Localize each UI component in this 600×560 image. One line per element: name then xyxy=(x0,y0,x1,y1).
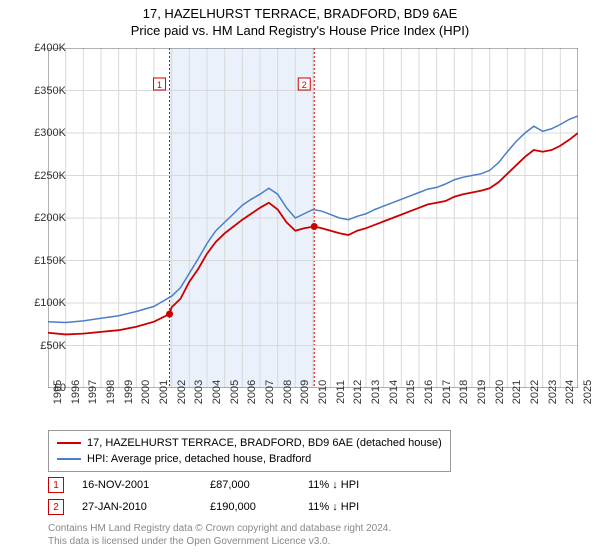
y-tick-label: £200K xyxy=(22,212,66,224)
x-tick-label: 2012 xyxy=(352,380,364,404)
y-tick-label: £350K xyxy=(22,85,66,97)
x-tick-label: 2020 xyxy=(494,380,506,404)
legend: 17, HAZELHURST TERRACE, BRADFORD, BD9 6A… xyxy=(48,430,451,472)
y-tick-label: £300K xyxy=(22,127,66,139)
chart-plot-area: 12 xyxy=(48,48,578,388)
x-tick-label: 2011 xyxy=(335,380,347,404)
sale-marker-icon: 1 xyxy=(48,477,64,493)
x-tick-label: 2023 xyxy=(547,380,559,404)
y-tick-label: £100K xyxy=(22,297,66,309)
sale-date: 27-JAN-2010 xyxy=(82,501,192,513)
sales-table: 1 16-NOV-2001 £87,000 11% ↓ HPI 2 27-JAN… xyxy=(48,474,408,518)
sale-price: £87,000 xyxy=(210,479,290,491)
legend-swatch xyxy=(57,442,81,444)
x-tick-label: 1998 xyxy=(105,380,117,404)
legend-label: 17, HAZELHURST TERRACE, BRADFORD, BD9 6A… xyxy=(87,437,442,449)
y-tick-label: £150K xyxy=(22,255,66,267)
chart-container: 17, HAZELHURST TERRACE, BRADFORD, BD9 6A… xyxy=(0,0,600,560)
x-tick-label: 1999 xyxy=(123,380,135,404)
footer-attribution: Contains HM Land Registry data © Crown c… xyxy=(48,522,391,548)
legend-item: HPI: Average price, detached house, Brad… xyxy=(57,451,442,467)
sale-price: £190,000 xyxy=(210,501,290,513)
x-tick-label: 1996 xyxy=(70,380,82,404)
chart-title-address: 17, HAZELHURST TERRACE, BRADFORD, BD9 6A… xyxy=(0,6,600,21)
sale-date: 16-NOV-2001 xyxy=(82,479,192,491)
svg-text:1: 1 xyxy=(157,80,162,90)
titles-block: 17, HAZELHURST TERRACE, BRADFORD, BD9 6A… xyxy=(0,0,600,38)
x-tick-label: 2016 xyxy=(423,380,435,404)
x-tick-label: 2006 xyxy=(246,380,258,404)
x-tick-label: 2025 xyxy=(582,380,594,404)
x-tick-label: 2007 xyxy=(264,380,276,404)
footer-line: This data is licensed under the Open Gov… xyxy=(48,535,391,548)
x-tick-label: 2003 xyxy=(193,380,205,404)
x-tick-label: 2004 xyxy=(211,380,223,404)
svg-text:2: 2 xyxy=(302,80,307,90)
x-tick-label: 2018 xyxy=(458,380,470,404)
x-tick-label: 2022 xyxy=(529,380,541,404)
x-tick-label: 2013 xyxy=(370,380,382,404)
chart-subtitle: Price paid vs. HM Land Registry's House … xyxy=(0,23,600,38)
y-tick-label: £50K xyxy=(22,340,66,352)
x-tick-label: 2014 xyxy=(388,380,400,404)
x-tick-label: 1997 xyxy=(87,380,99,404)
x-tick-label: 2015 xyxy=(405,380,417,404)
sale-row: 2 27-JAN-2010 £190,000 11% ↓ HPI xyxy=(48,496,408,518)
x-tick-label: 2009 xyxy=(299,380,311,404)
x-tick-label: 2000 xyxy=(140,380,152,404)
y-tick-label: £250K xyxy=(22,170,66,182)
x-tick-label: 2010 xyxy=(317,380,329,404)
x-tick-label: 2001 xyxy=(158,380,170,404)
sale-row: 1 16-NOV-2001 £87,000 11% ↓ HPI xyxy=(48,474,408,496)
sale-delta: 11% ↓ HPI xyxy=(308,501,408,513)
chart-svg: 12 xyxy=(48,48,578,388)
x-tick-label: 2017 xyxy=(441,380,453,404)
x-tick-label: 2019 xyxy=(476,380,488,404)
legend-label: HPI: Average price, detached house, Brad… xyxy=(87,453,311,465)
x-tick-label: 2024 xyxy=(564,380,576,404)
sale-delta: 11% ↓ HPI xyxy=(308,479,408,491)
x-tick-label: 2008 xyxy=(282,380,294,404)
x-tick-label: 2005 xyxy=(229,380,241,404)
y-tick-label: £400K xyxy=(22,42,66,54)
footer-line: Contains HM Land Registry data © Crown c… xyxy=(48,522,391,535)
legend-swatch xyxy=(57,458,81,460)
sale-marker-icon: 2 xyxy=(48,499,64,515)
x-tick-label: 2002 xyxy=(176,380,188,404)
x-tick-label: 1995 xyxy=(52,380,64,404)
legend-item: 17, HAZELHURST TERRACE, BRADFORD, BD9 6A… xyxy=(57,435,442,451)
x-tick-label: 2021 xyxy=(511,380,523,404)
